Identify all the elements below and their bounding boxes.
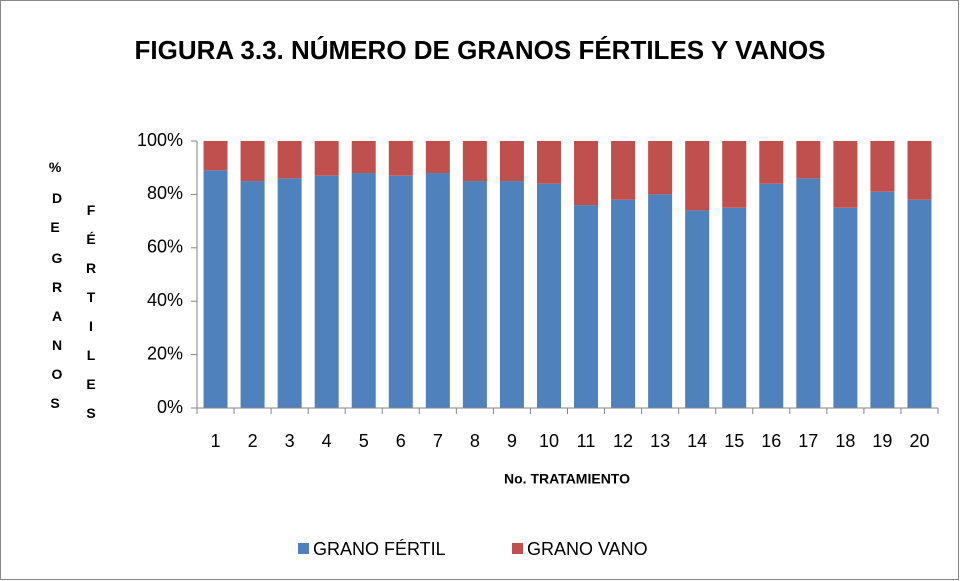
bar-segment [759,183,784,408]
bar-segment [351,173,376,408]
bar-segment [203,141,228,171]
y-tick-label: 100% [137,130,183,150]
x-tick-label: 6 [396,431,406,451]
bar-segment [277,178,302,408]
bar-segment [574,141,599,206]
y-tick-label: 40% [147,290,183,310]
y-tick-label: 0% [157,397,183,417]
bar-segment [648,194,673,408]
legend-label: GRANO VANO [527,539,648,559]
x-tick-label: 1 [211,431,221,451]
bar-segment [722,207,747,408]
bar-segment [870,191,895,408]
y-tick-label: 60% [147,237,183,257]
x-tick-label: 12 [613,431,633,451]
bar-segment [833,207,858,408]
bar-segment [796,141,821,179]
bar-segment [536,141,561,184]
bar-segment [388,141,413,176]
x-tick-label: 16 [761,431,781,451]
x-tick-label: 15 [724,431,744,451]
legend-label: GRANO FÉRTIL [313,539,446,559]
x-tick-label: 9 [507,431,517,451]
x-tick-label: 14 [687,431,707,451]
x-axis-label: No. TRATAMIENTO [504,471,630,487]
bar-segment [759,141,784,184]
bar-segment [685,210,710,408]
bar-segment [499,181,524,408]
bar-segment [722,141,747,208]
x-tick-label: 4 [322,431,332,451]
bar-segment [648,141,673,195]
bar-segment [314,175,339,408]
bar-segment [462,181,487,408]
bar-segment [536,183,561,408]
bar-segment [611,141,636,200]
x-tick-label: 13 [650,431,670,451]
bar-segment [870,141,895,192]
bar-segment [425,141,450,174]
x-tick-label: 19 [872,431,892,451]
bar-segment [240,141,265,182]
bar-segment [907,199,932,408]
bar-segment [277,141,302,179]
x-tick-label: 17 [798,431,818,451]
chart-title: FIGURA 3.3. NÚMERO DE GRANOS FÉRTILES Y … [134,35,825,65]
y-tick-label: 80% [147,183,183,203]
x-tick-label: 2 [248,431,258,451]
x-tick-label: 7 [433,431,443,451]
legend-swatch [298,543,309,554]
y-tick-label: 20% [147,343,183,363]
x-tick-label: 10 [539,431,559,451]
bar-segment [499,141,524,182]
x-tick-label: 8 [470,431,480,451]
x-tick-label: 20 [909,431,929,451]
bar-segment [388,175,413,408]
x-tick-label: 3 [285,431,295,451]
bar-segment [425,173,450,408]
bar-segment [314,141,339,176]
x-tick-label: 5 [359,431,369,451]
bar-segment [907,141,932,200]
legend-swatch [512,543,523,554]
x-tick-label: 11 [577,431,596,451]
bar-segment [240,181,265,408]
bar-segment [611,199,636,408]
bar-segment [351,141,376,174]
x-tick-label: 18 [835,431,855,451]
bar-segment [574,205,599,408]
bar-segment [462,141,487,182]
bar-segment [833,141,858,208]
bar-segment [796,178,821,408]
bar-segment [203,170,228,408]
bar-segment [685,141,710,211]
